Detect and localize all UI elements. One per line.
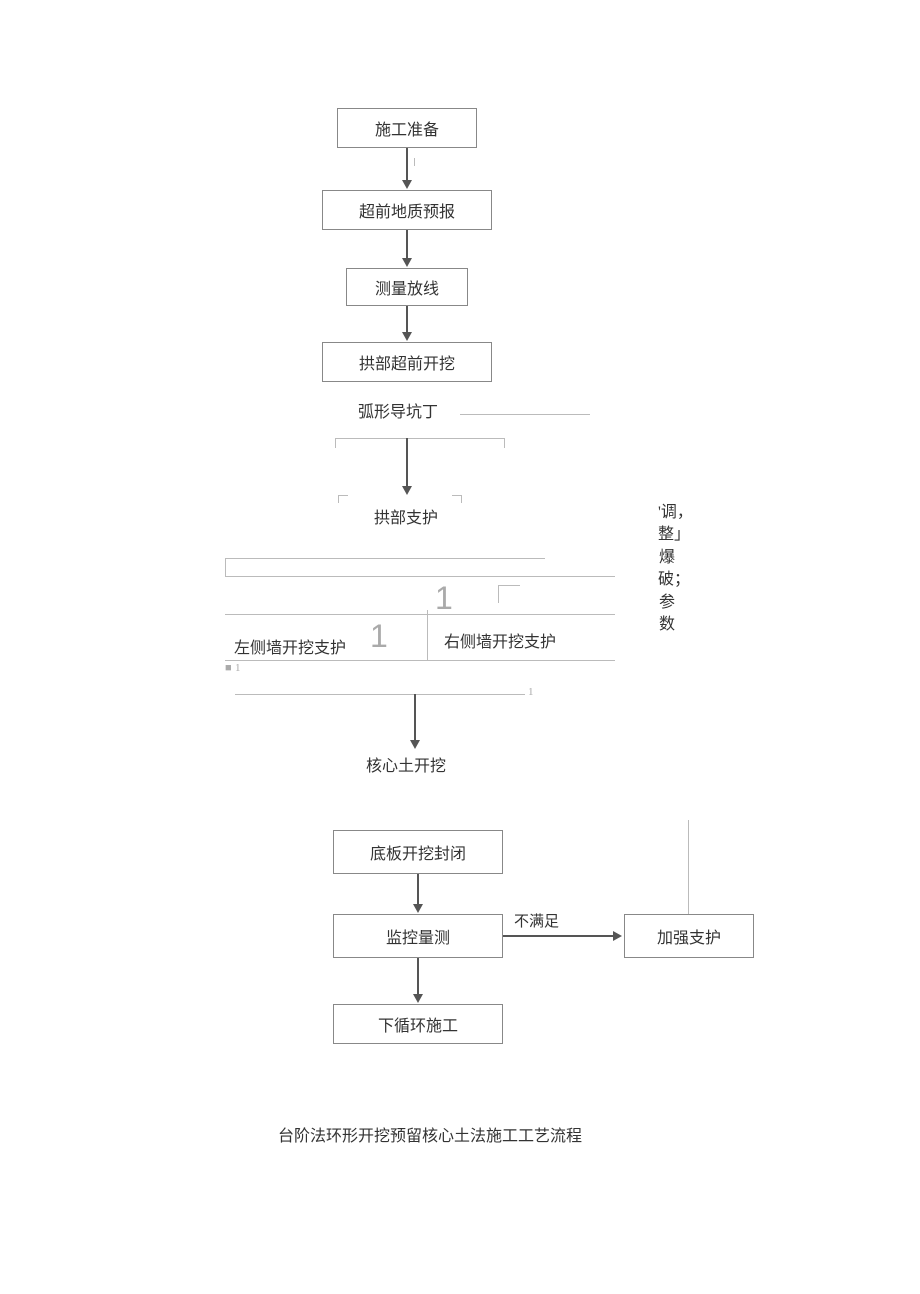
bracket-right-v — [504, 438, 505, 448]
node-prep-label: 施工准备 — [375, 116, 439, 140]
side-text: '调， 整」 爆 破； 参 数 — [658, 502, 676, 636]
frame-top-left-v — [338, 495, 339, 503]
node-forecast: 超前地质预报 — [322, 190, 492, 230]
frame-top-left — [338, 495, 348, 496]
tick-1 — [414, 158, 415, 166]
node-monitor-label: 监控量测 — [386, 924, 450, 948]
node-survey-label: 测量放线 — [375, 275, 439, 299]
arrow-10-line — [417, 958, 419, 994]
edge-unsat-label: 不满足 — [514, 910, 559, 931]
bracket-left-v — [335, 438, 336, 448]
arrow-10-head — [413, 994, 423, 1003]
node-arch-excavate: 拱部超前开挖 — [322, 342, 492, 382]
hline-2 — [225, 576, 615, 577]
node-reinforce: 加强支护 — [624, 914, 754, 958]
frame-top-right-v — [461, 495, 462, 503]
node-prep: 施工准备 — [337, 108, 477, 148]
arrow-right-line — [503, 935, 613, 937]
deco-big1-a: 1 — [370, 618, 388, 655]
node-right-wall: 右侧墙开挖支护 — [444, 628, 556, 652]
side-text-4: 破； — [658, 569, 676, 591]
node-left-wall: 左侧墙开挖支护 — [234, 634, 346, 658]
node-next-cycle-label: 下循环施工 — [378, 1012, 458, 1036]
node-core-soil: 核心土开挖 — [366, 752, 446, 776]
side-text-2: 整」 — [658, 524, 676, 546]
arrow-right-head — [613, 931, 622, 941]
bracket-h — [335, 438, 505, 439]
node-arch-excavate-label: 拱部超前开挖 — [359, 350, 455, 374]
node-arch-support: 拱部支护 — [374, 504, 438, 528]
node-floor-close-label: 底板开挖封闭 — [370, 840, 466, 864]
arrow-5-head — [402, 486, 412, 495]
arrow-5-line — [406, 438, 408, 486]
node-monitor: 监控量测 — [333, 914, 503, 958]
node-next-cycle: 下循环施工 — [333, 1004, 503, 1044]
hline-3 — [225, 660, 615, 661]
arrow-1-line — [406, 148, 408, 180]
arrow-1-head — [402, 180, 412, 189]
hline-4 — [235, 694, 525, 695]
side-text-1: '调， — [658, 502, 676, 524]
vstub-1 — [225, 558, 226, 576]
hline-1 — [225, 558, 545, 559]
side-text-3: 爆 — [658, 547, 676, 569]
underline-arc-pit — [460, 414, 590, 415]
node-survey: 测量放线 — [346, 268, 468, 306]
node-arc-pit: 弧形导坑丁 — [358, 398, 438, 422]
arrow-3-head — [402, 332, 412, 341]
deco-sq: ■ — [225, 662, 232, 674]
side-text-6: 数 — [658, 614, 676, 636]
hline-2b — [225, 614, 615, 615]
node-reinforce-label: 加强支护 — [657, 924, 721, 948]
deco-big1-b: 1 — [435, 580, 453, 617]
deco-1a: 1 — [235, 662, 241, 674]
arrow-2-head — [402, 258, 412, 267]
arrow-2-line — [406, 230, 408, 258]
deco-1b: 1 — [528, 686, 534, 698]
bracket-r-h — [498, 585, 520, 586]
arrow-7-head — [410, 740, 420, 749]
side-text-5: 参 — [658, 592, 676, 614]
feedback-v — [688, 820, 689, 914]
caption: 台阶法环形开挖预留核心土法施工工艺流程 — [278, 1122, 582, 1146]
node-forecast-label: 超前地质预报 — [359, 198, 455, 222]
divider-mid — [427, 610, 428, 660]
arrow-7-line — [414, 694, 416, 740]
arrow-9-line — [417, 874, 419, 904]
bracket-r-v — [498, 585, 499, 603]
arrow-9-head — [413, 904, 423, 913]
node-floor-close: 底板开挖封闭 — [333, 830, 503, 874]
arrow-3-line — [406, 306, 408, 332]
